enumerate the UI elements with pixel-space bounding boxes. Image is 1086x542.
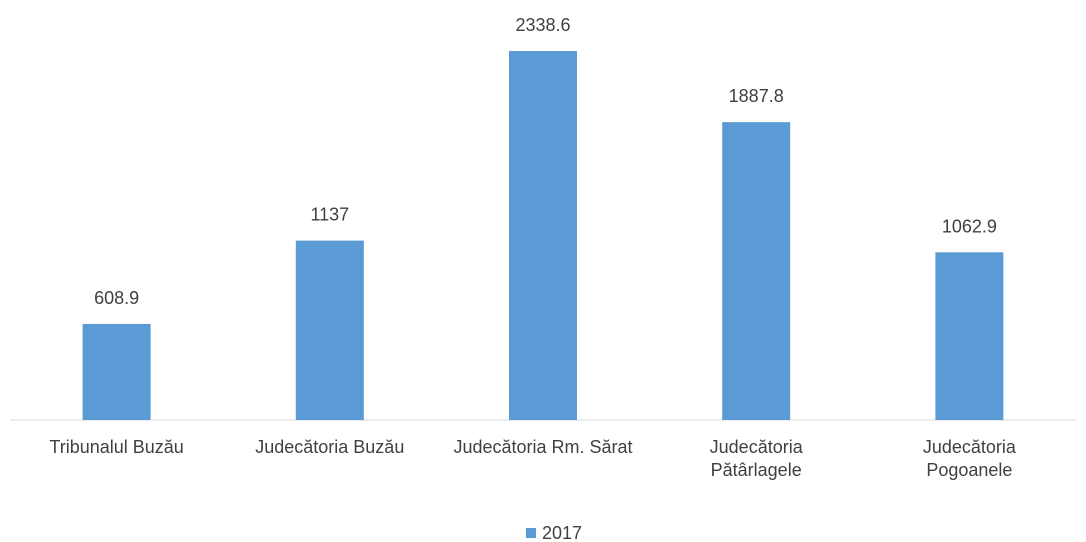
data-label: 608.9 [94,288,139,308]
legend-label: 2017 [542,523,582,542]
x-tick-label: Judecătoria Pătârlagele [709,437,803,480]
legend-swatch [526,528,536,538]
x-tick-label: Judecătoria Rm. Sărat [453,437,633,457]
data-label: 1887.8 [729,86,784,106]
data-label: 1137 [310,205,349,225]
bar [295,240,364,420]
bar [722,122,791,420]
bar [82,323,151,420]
data-label: 2338.6 [515,15,570,35]
bar [509,51,577,420]
x-tick-label: Judecătoria Buzău [255,437,405,457]
x-tick-label: Judecătoria Pogoanele [922,437,1016,480]
bar [935,252,1004,420]
data-label: 1062.9 [942,216,997,236]
x-tick-label: Tribunalul Buzău [49,437,184,457]
